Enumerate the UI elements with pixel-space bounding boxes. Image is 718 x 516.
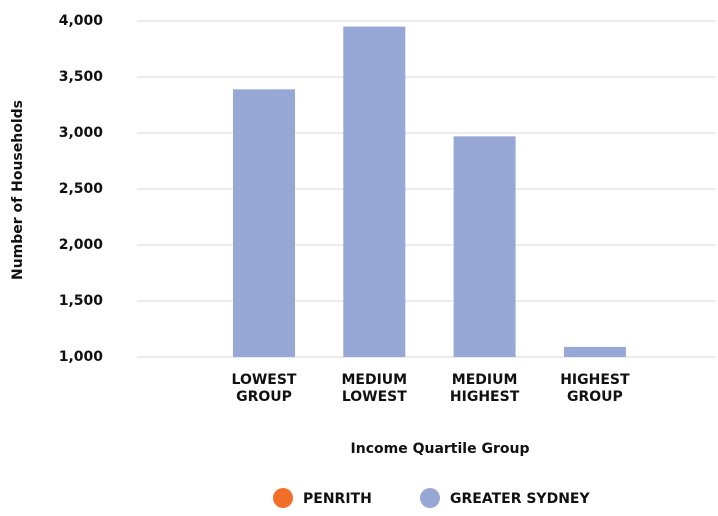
bar — [343, 26, 406, 357]
x-tick-label: GROUP — [567, 389, 623, 405]
legend-marker — [273, 488, 293, 508]
y-tick-label: 3,000 — [59, 125, 104, 141]
x-tick-label: HIGHEST — [450, 389, 520, 405]
y-tick-label: 1,000 — [59, 349, 104, 365]
x-axis-title: Income Quartile Group — [351, 441, 530, 457]
bar — [563, 346, 626, 357]
x-tick-label: MEDIUM — [452, 372, 518, 388]
y-tick-label: 4,000 — [59, 13, 104, 29]
bar — [453, 136, 516, 357]
bar — [233, 89, 295, 357]
y-tick-label: 3,500 — [59, 69, 104, 85]
x-tick-label: GROUP — [236, 389, 292, 405]
legend-label: PENRITH — [303, 491, 372, 507]
x-tick-label: HIGHEST — [560, 372, 630, 388]
legend-label: GREATER SYDNEY — [450, 491, 590, 507]
y-tick-label: 1,500 — [59, 293, 104, 309]
x-tick-label: LOWEST — [232, 372, 297, 388]
y-axis-title: Number of Households — [10, 100, 26, 280]
x-tick-label: LOWEST — [342, 389, 407, 405]
legend-marker — [420, 488, 440, 508]
y-tick-label: 2,500 — [59, 181, 104, 197]
y-tick-label: 2,000 — [59, 237, 104, 253]
x-tick-label: MEDIUM — [341, 372, 407, 388]
